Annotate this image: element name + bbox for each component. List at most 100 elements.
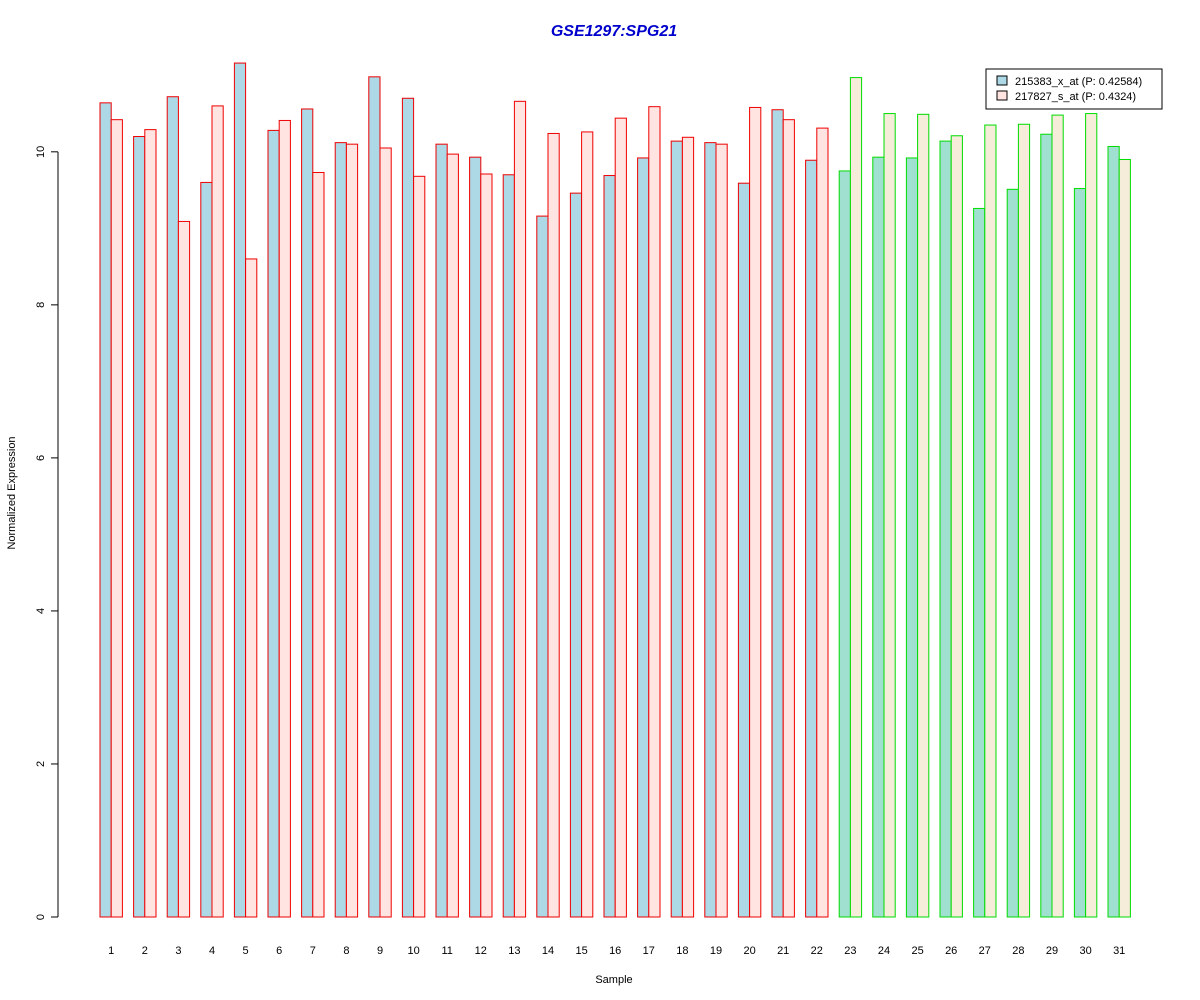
x-tick-label: 21: [777, 945, 789, 957]
bar-sample-16-series-2: [614, 117, 627, 918]
bar-sample-15-series-1: [569, 192, 583, 918]
bar-sample-16-series-1: [603, 175, 616, 918]
bar-sample-30-series-2: [1085, 113, 1098, 918]
bar-sample-2-series-1: [133, 136, 146, 918]
y-tick-label: 8: [35, 302, 47, 308]
bar-sample-5-series-1: [233, 62, 247, 918]
bar-sample-26-series-1: [939, 140, 952, 918]
x-tick-label: 16: [609, 945, 621, 957]
x-tick-label: 8: [343, 945, 349, 957]
bar-sample-14-series-2: [547, 132, 560, 918]
bar-sample-23-series-2: [849, 77, 863, 918]
x-tick-label: 13: [508, 945, 520, 957]
x-tick-label: 24: [878, 945, 890, 957]
bar-sample-9-series-1: [368, 76, 381, 918]
bar-sample-4-series-1: [200, 181, 213, 918]
bar-sample-6-series-2: [278, 119, 291, 918]
x-tick-label: 11: [441, 945, 452, 957]
bar-sample-13-series-1: [502, 174, 515, 918]
bar-sample-8-series-1: [334, 142, 347, 918]
bar-sample-19-series-2: [715, 143, 728, 918]
bar-sample-19-series-1: [704, 142, 717, 918]
bar-sample-21-series-2: [782, 119, 795, 918]
bar-sample-20-series-2: [749, 106, 762, 918]
bar-sample-11-series-2: [446, 153, 459, 918]
x-tick-label: 3: [175, 945, 181, 957]
y-tick-label: 2: [35, 761, 47, 767]
x-tick-label: 19: [710, 945, 722, 957]
bar-sample-28-series-2: [1017, 123, 1031, 918]
x-tick-label: 30: [1079, 945, 1091, 957]
bar-sample-13-series-2: [513, 100, 527, 918]
x-tick-label: 23: [844, 945, 856, 957]
bar-sample-8-series-2: [345, 143, 359, 918]
bar-sample-1-series-2: [110, 119, 123, 918]
bar-sample-27-series-1: [973, 207, 986, 918]
x-tick-label: 9: [377, 945, 383, 957]
bar-sample-10-series-1: [401, 97, 415, 918]
bar-sample-22-series-1: [805, 159, 818, 918]
bar-sample-30-series-1: [1073, 188, 1087, 918]
bar-sample-22-series-2: [816, 127, 829, 918]
x-tick-label: 2: [142, 945, 148, 957]
legend-box: [985, 68, 1163, 110]
bar-sample-6-series-1: [267, 129, 280, 918]
bar-sample-29-series-1: [1040, 133, 1053, 918]
legend-label-1: 215383_x_at (P: 0.42584): [1015, 76, 1142, 88]
bar-sample-31-series-1: [1107, 145, 1120, 918]
x-tick-label: 15: [575, 945, 587, 957]
legend-swatch-1: [996, 75, 1008, 86]
bar-sample-31-series-2: [1118, 158, 1131, 918]
bar-sample-24-series-1: [872, 156, 885, 918]
bar-sample-3-series-1: [166, 96, 179, 918]
bar-sample-25-series-2: [917, 113, 930, 918]
bars-group: [99, 62, 1131, 918]
x-tick-label: 20: [743, 945, 755, 957]
y-tick-label: 10: [35, 146, 47, 158]
x-tick-label: 6: [276, 945, 282, 957]
bar-sample-7-series-1: [301, 108, 314, 918]
x-tick-label: 18: [676, 945, 688, 957]
bar-sample-23-series-1: [838, 170, 851, 918]
bar-sample-1-series-1: [99, 102, 112, 918]
bar-sample-5-series-2: [245, 258, 258, 918]
bar-sample-18-series-2: [681, 136, 695, 918]
bar-sample-21-series-1: [771, 109, 784, 918]
x-tick-label: 22: [811, 945, 823, 957]
x-tick-label: 31: [1113, 945, 1125, 957]
bar-sample-14-series-1: [536, 215, 549, 918]
bar-sample-10-series-2: [413, 175, 426, 918]
chart-title: GSE1297:SPG21: [551, 23, 677, 40]
x-tick-label: 10: [407, 945, 419, 957]
y-tick-label: 4: [35, 608, 47, 614]
bar-sample-15-series-2: [581, 131, 594, 918]
bar-sample-17-series-2: [648, 106, 661, 918]
bar-sample-25-series-1: [905, 157, 919, 918]
bar-sample-27-series-2: [984, 124, 997, 918]
x-tick-label: 5: [243, 945, 249, 957]
legend-swatch-2: [996, 90, 1008, 101]
x-tick-label: 14: [542, 945, 554, 957]
bar-sample-9-series-2: [379, 147, 392, 918]
y-tick-label: 0: [35, 914, 47, 920]
legend: 215383_x_at (P: 0.42584) 217827_s_at (P:…: [985, 68, 1163, 110]
x-tick-label: 25: [911, 945, 923, 957]
x-tick-label: 12: [475, 945, 487, 957]
x-tick-label: 7: [310, 945, 316, 957]
bar-sample-24-series-2: [883, 113, 896, 918]
y-axis: 0 2 4 6 8 10: [35, 146, 59, 920]
bar-sample-18-series-1: [670, 140, 683, 918]
bar-sample-28-series-1: [1006, 188, 1019, 918]
bar-sample-17-series-1: [637, 157, 650, 918]
x-tick-labels: 1 2 3 4 5 6 7 8 9 10 11 12 13 14 15 16 17 18 19 20 21 22 23 24 2…: [108, 945, 1125, 957]
y-axis-label: Normalized Expression: [6, 436, 18, 549]
x-axis-label: Sample: [595, 974, 632, 986]
bar-sample-3-series-2: [177, 220, 191, 918]
bar-sample-20-series-1: [737, 182, 751, 918]
x-tick-label: 1: [108, 945, 114, 957]
legend-label-2: 217827_s_at (P: 0.4324): [1015, 91, 1136, 103]
bar-sample-11-series-1: [435, 143, 448, 918]
bar-sample-7-series-2: [312, 171, 325, 918]
x-tick-label: 27: [979, 945, 991, 957]
